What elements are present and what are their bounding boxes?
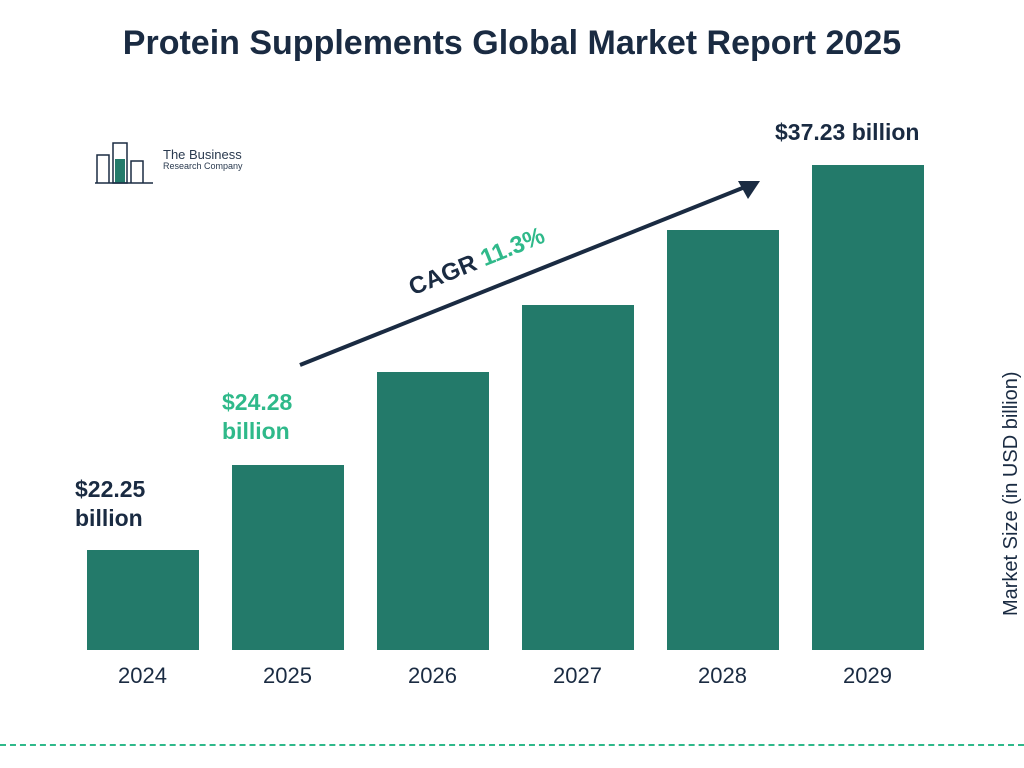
bar-wrap xyxy=(518,305,638,650)
x-label: 2028 xyxy=(663,655,783,690)
x-label: 2024 xyxy=(83,655,203,690)
data-label: $22.25billion xyxy=(75,475,145,533)
bar-wrap xyxy=(808,165,928,650)
x-label: 2026 xyxy=(373,655,493,690)
data-label: $37.23 billion xyxy=(775,118,919,147)
chart-area: 2024 2025 2026 2027 2028 2029 xyxy=(70,130,940,690)
y-axis-label: Market Size (in USD billion) xyxy=(1001,372,1024,617)
bar xyxy=(87,550,199,650)
bar-wrap xyxy=(373,372,493,650)
bar-wrap xyxy=(228,465,348,650)
bar xyxy=(232,465,344,650)
x-label: 2027 xyxy=(518,655,638,690)
x-axis-labels: 2024 2025 2026 2027 2028 2029 xyxy=(70,655,940,690)
bars-container xyxy=(70,130,940,650)
chart-title: Protein Supplements Global Market Report… xyxy=(0,0,1024,65)
x-label: 2025 xyxy=(228,655,348,690)
bar xyxy=(667,230,779,650)
bar xyxy=(522,305,634,650)
footer-divider xyxy=(0,744,1024,746)
bar-wrap xyxy=(663,230,783,650)
bar xyxy=(812,165,924,650)
data-label: $24.28billion xyxy=(222,388,292,446)
bar xyxy=(377,372,489,650)
bar-wrap xyxy=(83,550,203,650)
x-label: 2029 xyxy=(808,655,928,690)
